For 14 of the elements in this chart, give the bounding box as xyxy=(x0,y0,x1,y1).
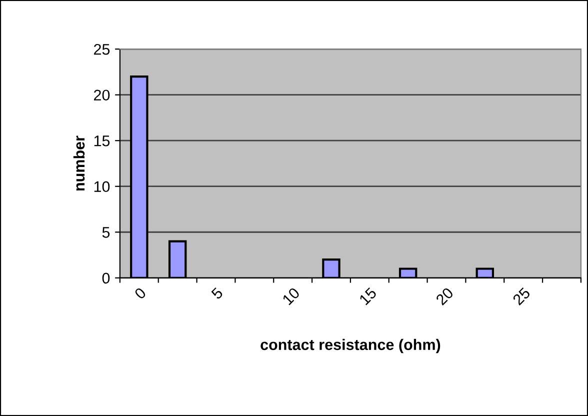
y-axis-title: number xyxy=(73,136,85,190)
y-tick-label: 5 xyxy=(102,227,110,238)
x-tick-label: 15 xyxy=(358,287,378,306)
x-tick-label: 25 xyxy=(512,286,531,306)
y-tick-label: 0 xyxy=(102,272,110,284)
y-tick-label: 20 xyxy=(94,90,110,101)
x-tick-label: 10 xyxy=(282,286,300,306)
x-tick-label: 0 xyxy=(134,286,147,300)
y-tick-label: 25 xyxy=(94,44,110,55)
x-tick-label: 5 xyxy=(210,287,224,300)
x-tick-label: 20 xyxy=(435,286,454,306)
x-axis-title: contact resistance (ohm) xyxy=(260,338,440,354)
y-tick-label: 10 xyxy=(94,181,110,192)
y-tick-label: 15 xyxy=(94,136,110,146)
